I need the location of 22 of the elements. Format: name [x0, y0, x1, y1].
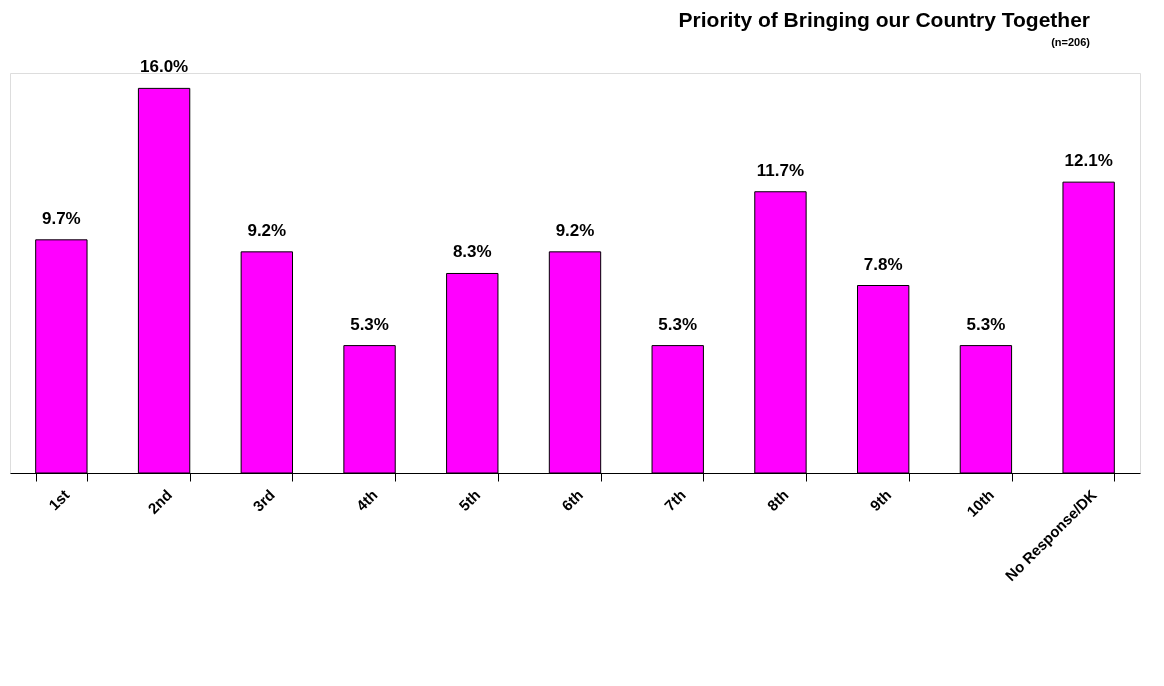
x-tick-label: 7th	[660, 486, 689, 515]
data-label: 9.2%	[247, 220, 287, 240]
data-label: 9.2%	[555, 220, 595, 240]
x-tick-label: 8th	[763, 486, 792, 515]
data-label: 11.7%	[756, 160, 805, 180]
data-label: 7.8%	[863, 254, 903, 274]
data-label: 5.3%	[658, 314, 698, 334]
x-tick-label: 3rd	[249, 486, 278, 515]
data-label: 9.7%	[41, 208, 81, 228]
x-tick-label: 5th	[455, 486, 484, 515]
chart-subtitle: (n=206)	[1051, 36, 1091, 49]
data-label: 8.3%	[452, 242, 492, 262]
data-label: 16.0%	[139, 57, 189, 77]
data-label: 12.1%	[1064, 151, 1113, 171]
x-tick-label: 9th	[866, 486, 895, 515]
x-tick-label: 4th	[352, 486, 381, 515]
x-tick-label: 6th	[558, 486, 587, 515]
data-label: 5.3%	[966, 314, 1006, 334]
data-label: 5.3%	[350, 314, 389, 334]
x-tick-label: 10th	[963, 486, 998, 520]
x-tick-label: 1st	[45, 486, 73, 514]
chart-title: Priority of Bringing our Country Together	[678, 8, 1090, 32]
